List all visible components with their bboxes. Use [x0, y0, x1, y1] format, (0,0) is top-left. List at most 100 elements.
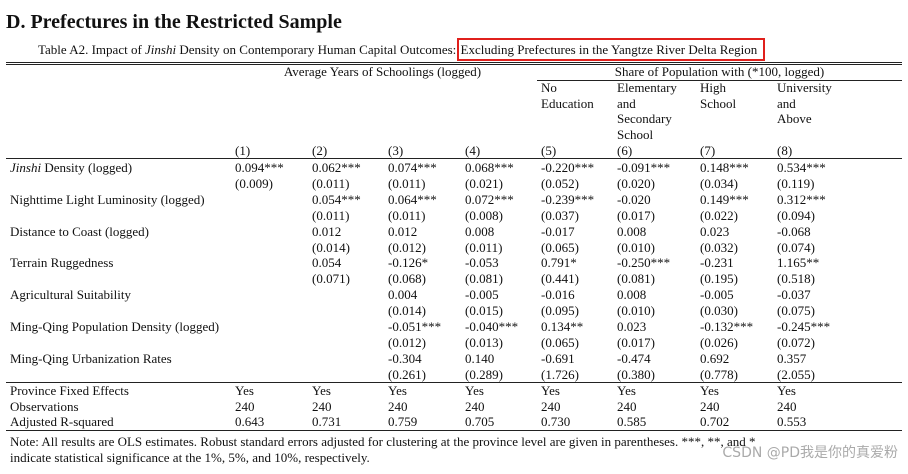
column-number: (6): [617, 143, 633, 158]
coefficient: 0.054***: [312, 191, 361, 207]
footer-value: 240: [777, 398, 797, 414]
coefficient: -0.068: [777, 223, 811, 239]
standard-error: (0.072): [777, 335, 815, 350]
coefficient: -0.005: [700, 287, 734, 303]
standard-error: (0.030): [700, 303, 738, 319]
row-label-text: Agricultural Suitability: [10, 287, 131, 303]
row-label: Ming-Qing Population Density (logged): [10, 319, 219, 334]
standard-error: (0.010): [617, 303, 655, 319]
row-label-italic: Jinshi: [10, 160, 42, 175]
standard-error: (0.017): [617, 207, 655, 223]
caption-italic: Jinshi: [145, 42, 177, 57]
coefficient: -0.304: [388, 350, 422, 366]
note: indicate statistical significance at the…: [10, 450, 370, 465]
coefficient: -0.239***: [541, 191, 595, 207]
footer-label: Province Fixed Effects: [10, 383, 129, 398]
coefficient: 0.094***: [235, 160, 284, 175]
standard-error: (0.022): [700, 207, 738, 223]
standard-error: (0.778): [700, 366, 738, 382]
standard-error: (0.014): [312, 239, 350, 255]
coefficient: 0.534***: [777, 160, 826, 175]
column-number: (7): [700, 143, 716, 158]
group-header: Share of Population with (*100, logged): [614, 64, 825, 79]
standard-error: (0.020): [617, 176, 655, 191]
coefficient: -0.051***: [388, 319, 442, 334]
footer-value: 0.730: [541, 414, 571, 429]
column-number: (1): [235, 143, 251, 158]
standard-error: (0.068): [388, 271, 426, 287]
standard-error: (0.380): [617, 366, 655, 382]
standard-error: (0.008): [465, 207, 503, 223]
standard-error: (0.037): [541, 207, 579, 223]
sub-header: High: [700, 80, 726, 95]
group-rule: [537, 80, 902, 81]
coefficient: 0.312***: [777, 191, 826, 207]
coefficient: 0.008: [617, 287, 647, 303]
bottom-rule: [6, 430, 902, 431]
row-label: Agricultural Suitability: [10, 287, 131, 302]
standard-error: (0.195): [700, 271, 738, 287]
standard-error: (0.011): [312, 207, 350, 223]
header-rule: [6, 158, 902, 159]
footer-value: 240: [388, 398, 408, 414]
row-label: Ming-Qing Urbanization Rates: [10, 351, 172, 366]
footer-value: 240: [617, 398, 637, 414]
row-label-text: Density (logged): [41, 160, 133, 175]
footer-value: 240: [312, 398, 332, 414]
standard-error: (0.441): [541, 271, 579, 287]
row-label-text: Ming-Qing Urbanization Rates: [10, 350, 172, 366]
column-number: (4): [465, 143, 481, 158]
coefficient: 0.692: [700, 350, 730, 366]
standard-error: (0.012): [388, 335, 426, 350]
footer-value: 240: [700, 398, 720, 414]
coefficient: -0.126*: [388, 255, 429, 271]
row-label: Distance to Coast (logged): [10, 224, 149, 239]
coefficient: -0.220***: [541, 160, 595, 175]
sub-header: Above: [777, 111, 812, 126]
sub-header: and: [777, 95, 796, 111]
standard-error: (0.032): [700, 239, 738, 255]
coefficient: 0.012: [312, 223, 342, 239]
coefficient: -0.016: [541, 287, 575, 303]
standard-error: (0.081): [617, 271, 655, 287]
footer-value: 0.731: [312, 414, 342, 429]
coefficient: -0.474: [617, 350, 651, 366]
row-label-text: Terrain Ruggedness: [10, 255, 114, 271]
coefficient: -0.132***: [700, 319, 754, 334]
standard-error: (0.026): [700, 335, 738, 350]
standard-error: (2.055): [777, 366, 815, 382]
standard-error: (1.726): [541, 366, 579, 382]
footer-value: 240: [235, 398, 255, 414]
footer-value: Yes: [465, 383, 484, 398]
sub-header: University: [777, 80, 832, 95]
standard-error: (0.010): [617, 239, 655, 255]
footer-value: Yes: [777, 383, 796, 398]
top-rule: [6, 64, 902, 65]
coefficient: -0.037: [777, 287, 811, 303]
coefficient: 0.068***: [465, 160, 514, 175]
sub-header: Education: [541, 95, 594, 111]
footer-value: 240: [541, 398, 561, 414]
standard-error: (0.011): [388, 207, 426, 223]
coefficient: 0.008: [617, 223, 647, 239]
sub-header: No: [541, 80, 557, 95]
coefficient: 0.357: [777, 350, 807, 366]
row-label-text: Distance to Coast (logged): [10, 223, 149, 239]
footer-value: Yes: [388, 383, 407, 398]
section-heading: D. Prefectures in the Restricted Sample: [6, 11, 342, 33]
note: Note: All results are OLS estimates. Rob…: [10, 434, 756, 449]
coefficient: 0.074***: [388, 160, 437, 175]
coefficient: -0.005: [465, 287, 499, 303]
sub-header: Elementary: [617, 80, 677, 95]
coefficient: 1.165**: [777, 255, 820, 271]
standard-error: (0.065): [541, 335, 579, 350]
standard-error: (0.034): [700, 176, 738, 191]
row-label-text: Nighttime Light Luminosity (logged): [10, 191, 205, 207]
coefficient: 0.148***: [700, 160, 749, 175]
body-rule: [6, 382, 902, 383]
footer-value: Yes: [312, 383, 331, 398]
coefficient: 0.072***: [465, 191, 514, 207]
standard-error: (0.289): [465, 366, 503, 382]
standard-error: (0.075): [777, 303, 815, 319]
caption-text: Density on Contemporary Human Capital Ou…: [176, 42, 460, 57]
